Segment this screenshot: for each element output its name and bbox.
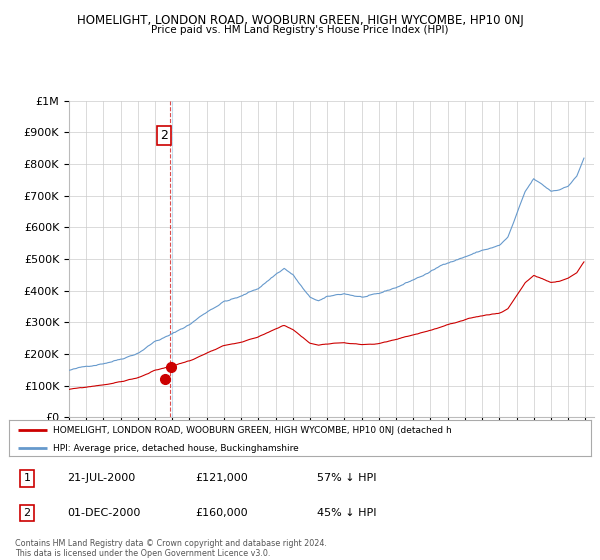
Text: 45% ↓ HPI: 45% ↓ HPI bbox=[317, 508, 377, 518]
Text: 21-JUL-2000: 21-JUL-2000 bbox=[67, 473, 136, 483]
Text: HOMELIGHT, LONDON ROAD, WOOBURN GREEN, HIGH WYCOMBE, HP10 0NJ: HOMELIGHT, LONDON ROAD, WOOBURN GREEN, H… bbox=[77, 14, 523, 27]
Text: This data is licensed under the Open Government Licence v3.0.: This data is licensed under the Open Gov… bbox=[15, 549, 271, 558]
Text: £121,000: £121,000 bbox=[195, 473, 248, 483]
Text: £160,000: £160,000 bbox=[195, 508, 248, 518]
Text: Price paid vs. HM Land Registry's House Price Index (HPI): Price paid vs. HM Land Registry's House … bbox=[151, 25, 449, 35]
Text: 1: 1 bbox=[23, 473, 31, 483]
Text: 57% ↓ HPI: 57% ↓ HPI bbox=[317, 473, 377, 483]
Text: HPI: Average price, detached house, Buckinghamshire: HPI: Average price, detached house, Buck… bbox=[53, 444, 298, 453]
Text: 2: 2 bbox=[160, 129, 167, 142]
Text: 2: 2 bbox=[23, 508, 31, 518]
Text: Contains HM Land Registry data © Crown copyright and database right 2024.: Contains HM Land Registry data © Crown c… bbox=[15, 539, 327, 548]
Text: 01-DEC-2000: 01-DEC-2000 bbox=[67, 508, 140, 518]
Text: HOMELIGHT, LONDON ROAD, WOOBURN GREEN, HIGH WYCOMBE, HP10 0NJ (detached h: HOMELIGHT, LONDON ROAD, WOOBURN GREEN, H… bbox=[53, 426, 451, 435]
